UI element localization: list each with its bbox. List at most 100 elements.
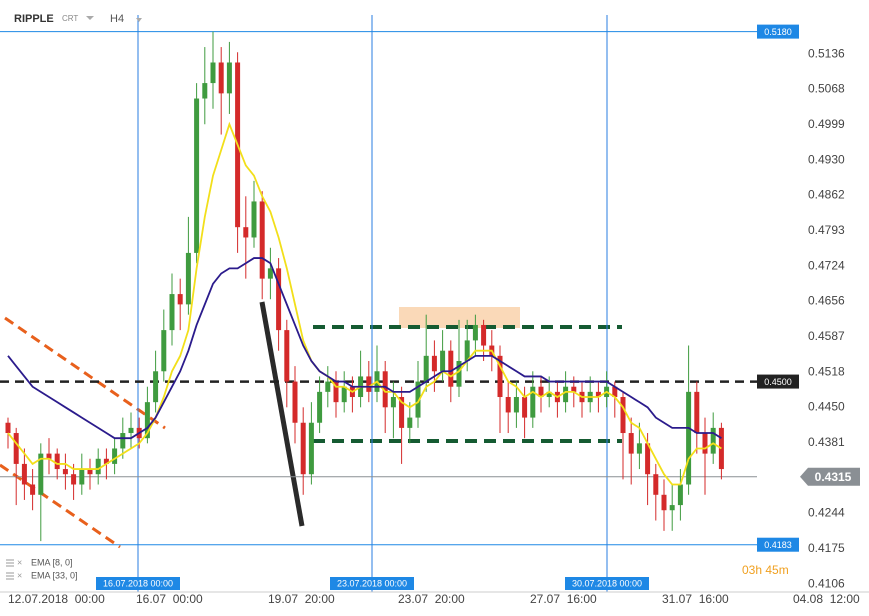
x-tick-label: 04.08 12:00: [793, 592, 860, 606]
y-tick-label: 0.4244: [808, 505, 845, 519]
x-tick-label: 23.07 20:00: [398, 592, 465, 606]
price-badge-label: 0.4500: [764, 377, 792, 387]
date-marker-label: 30.07.2018 00:00: [572, 578, 642, 588]
legend-icon: [6, 559, 14, 567]
candle-body: [341, 386, 347, 403]
candle-body: [530, 386, 536, 418]
candle-body: [694, 391, 700, 434]
candle-body: [259, 201, 265, 279]
candle-body: [677, 484, 683, 506]
candle-body: [325, 381, 331, 392]
candle-body: [144, 402, 150, 439]
candle-body: [522, 397, 528, 418]
x-tick-label: 19.07 20:00: [268, 592, 335, 606]
legend-icon: [6, 572, 14, 580]
candle-body: [308, 422, 314, 475]
candle-body: [538, 386, 544, 398]
candle-body: [669, 505, 675, 511]
candle-body: [284, 330, 290, 382]
candle-body: [563, 386, 569, 403]
candle-body: [292, 381, 298, 423]
candle-body: [366, 376, 372, 392]
x-tick-label: 16.07 00:00: [136, 592, 203, 606]
legend-close: ×: [17, 557, 22, 567]
candle-body: [300, 422, 306, 475]
highlight-box: [399, 307, 520, 328]
candle-body: [276, 268, 282, 331]
candle-body: [645, 443, 651, 475]
price-badge-label: 0.5180: [764, 27, 792, 37]
candle-body: [5, 422, 11, 434]
y-tick-label: 0.4930: [808, 152, 845, 166]
candle-body: [472, 324, 478, 341]
candle-body: [21, 463, 27, 485]
candle-body: [390, 397, 396, 408]
candle-body: [571, 386, 577, 392]
candle-body: [62, 469, 68, 475]
candle-body: [317, 391, 323, 423]
ema-line: [7, 257, 722, 440]
candle-body: [546, 391, 552, 398]
candle-body: [79, 469, 85, 485]
price-badge: [757, 374, 799, 389]
candle-body: [169, 294, 175, 331]
candle-body: [415, 381, 421, 418]
trend-line: [259, 301, 305, 527]
x-tick-label: 27.07 16:00: [530, 592, 597, 606]
candle-body: [267, 268, 273, 279]
candle-body: [226, 62, 232, 94]
candle-body: [661, 494, 667, 511]
candle-body: [13, 433, 19, 464]
candle-body: [46, 453, 52, 459]
candle-body: [620, 397, 626, 434]
x-tick-label: 31.07 16:00: [662, 592, 729, 606]
candle-body: [243, 227, 249, 238]
trend-line: [0, 463, 121, 549]
legend-close: ×: [17, 570, 22, 580]
y-tick-label: 0.5136: [808, 46, 845, 60]
chart-type[interactable]: CRT: [62, 14, 78, 23]
y-tick-label: 0.4106: [808, 577, 845, 591]
candle-body: [202, 83, 208, 99]
candle-body: [30, 484, 36, 495]
candle-body: [702, 433, 708, 454]
candle-body: [251, 201, 257, 238]
x-tick-label: 12.07.2018 00:00: [8, 592, 105, 606]
y-tick-label: 0.4381: [808, 435, 845, 449]
candle-body: [177, 294, 183, 305]
price-badge-label: 0.4315: [815, 470, 852, 484]
y-tick-label: 0.4793: [808, 223, 845, 237]
candle-body: [481, 324, 487, 346]
candle-body: [423, 355, 429, 382]
candle-body: [407, 417, 413, 428]
candle-body: [382, 371, 388, 408]
candle-body: [218, 62, 224, 94]
candle-body: [653, 474, 659, 495]
y-tick-label: 0.4450: [808, 399, 845, 413]
candle-body: [103, 458, 109, 464]
candle-body: [710, 427, 716, 454]
dropdown-icon[interactable]: [86, 16, 94, 20]
candle-body: [87, 469, 93, 475]
date-marker-badge: [330, 577, 414, 590]
y-tick-label: 0.4587: [808, 329, 845, 343]
candle-body: [38, 453, 44, 495]
candle-body: [210, 62, 216, 84]
dropdown-icon[interactable]: [136, 18, 142, 22]
candle-body: [686, 391, 692, 485]
y-tick-label: 0.4656: [808, 293, 845, 307]
candle-body: [120, 433, 126, 449]
price-badge: [800, 467, 860, 486]
interval[interactable]: H4: [110, 13, 124, 25]
symbol: RIPPLE: [14, 13, 54, 25]
candle-body: [161, 330, 167, 372]
countdown: 03h 45m: [742, 563, 789, 577]
legend-label: EMA [8, 0]: [31, 557, 73, 567]
candle-body: [128, 427, 134, 434]
candle-body: [194, 98, 200, 253]
candle-body: [95, 458, 101, 475]
y-tick-label: 0.4518: [808, 364, 845, 378]
candle-body: [440, 350, 446, 372]
candle-body: [595, 391, 601, 398]
price-badge-label: 0.4183: [764, 540, 792, 550]
